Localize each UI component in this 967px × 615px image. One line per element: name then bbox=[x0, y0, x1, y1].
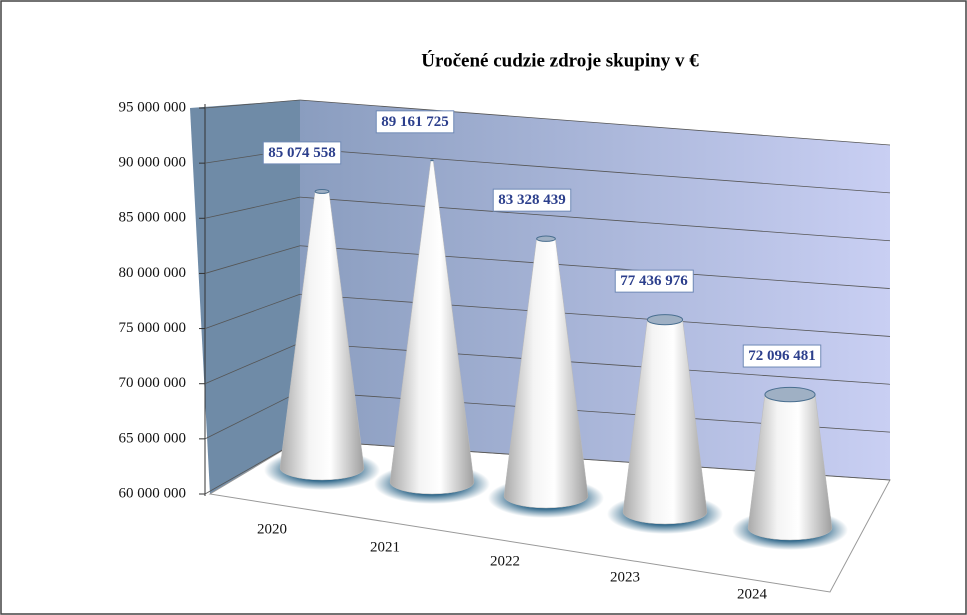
y-tick-label: 65 000 000 bbox=[119, 430, 187, 446]
cone-top bbox=[646, 314, 684, 326]
x-tick-label: 2020 bbox=[257, 521, 287, 537]
value-label-box bbox=[742, 344, 822, 368]
y-tick-label: 85 000 000 bbox=[119, 210, 187, 226]
grid-line bbox=[299, 196, 891, 242]
cone bbox=[622, 314, 708, 525]
cone bbox=[279, 188, 365, 481]
value-label-box bbox=[262, 141, 342, 165]
value-label: 89 161 725 bbox=[381, 114, 449, 130]
y-tick-label: 60 000 000 bbox=[119, 485, 187, 501]
grid-line bbox=[204, 196, 301, 219]
x-tick-label: 2021 bbox=[370, 539, 400, 555]
value-label: 72 096 481 bbox=[748, 348, 816, 364]
cone-top bbox=[764, 386, 816, 403]
y-tick-label: 80 000 000 bbox=[119, 265, 187, 281]
cone-top bbox=[314, 188, 330, 194]
grid-line bbox=[204, 391, 301, 440]
value-label: 77 436 976 bbox=[620, 273, 688, 289]
value-label-box bbox=[614, 269, 694, 293]
grid-line bbox=[299, 99, 891, 146]
side-wall bbox=[190, 100, 300, 494]
cone bbox=[747, 386, 833, 541]
value-label-box bbox=[492, 188, 572, 212]
grid-line bbox=[204, 293, 301, 329]
cone-top bbox=[536, 235, 556, 242]
value-label: 85 074 558 bbox=[268, 145, 336, 161]
x-tick-label: 2022 bbox=[490, 553, 520, 569]
y-tick-label: 90 000 000 bbox=[119, 155, 187, 171]
value-label-box bbox=[375, 110, 455, 134]
grid-line bbox=[204, 342, 301, 385]
grid-line bbox=[204, 99, 301, 109]
grid-line bbox=[299, 293, 891, 337]
cone bbox=[389, 159, 475, 495]
grid-line bbox=[299, 148, 891, 194]
y-tick-label: 70 000 000 bbox=[119, 375, 187, 391]
x-tick-label: 2023 bbox=[610, 569, 640, 585]
y-tick-label: 75 000 000 bbox=[119, 320, 187, 336]
grid-line bbox=[204, 245, 301, 274]
chart-title: Úročené cudzie zdroje skupiny v € bbox=[421, 49, 699, 71]
grid-line bbox=[299, 342, 891, 385]
cone bbox=[503, 235, 589, 509]
y-tick-label: 95 000 000 bbox=[119, 99, 187, 115]
cone-top bbox=[430, 159, 434, 162]
value-label: 83 328 439 bbox=[498, 192, 566, 208]
grid-line bbox=[299, 245, 891, 289]
x-tick-label: 2024 bbox=[737, 586, 768, 602]
